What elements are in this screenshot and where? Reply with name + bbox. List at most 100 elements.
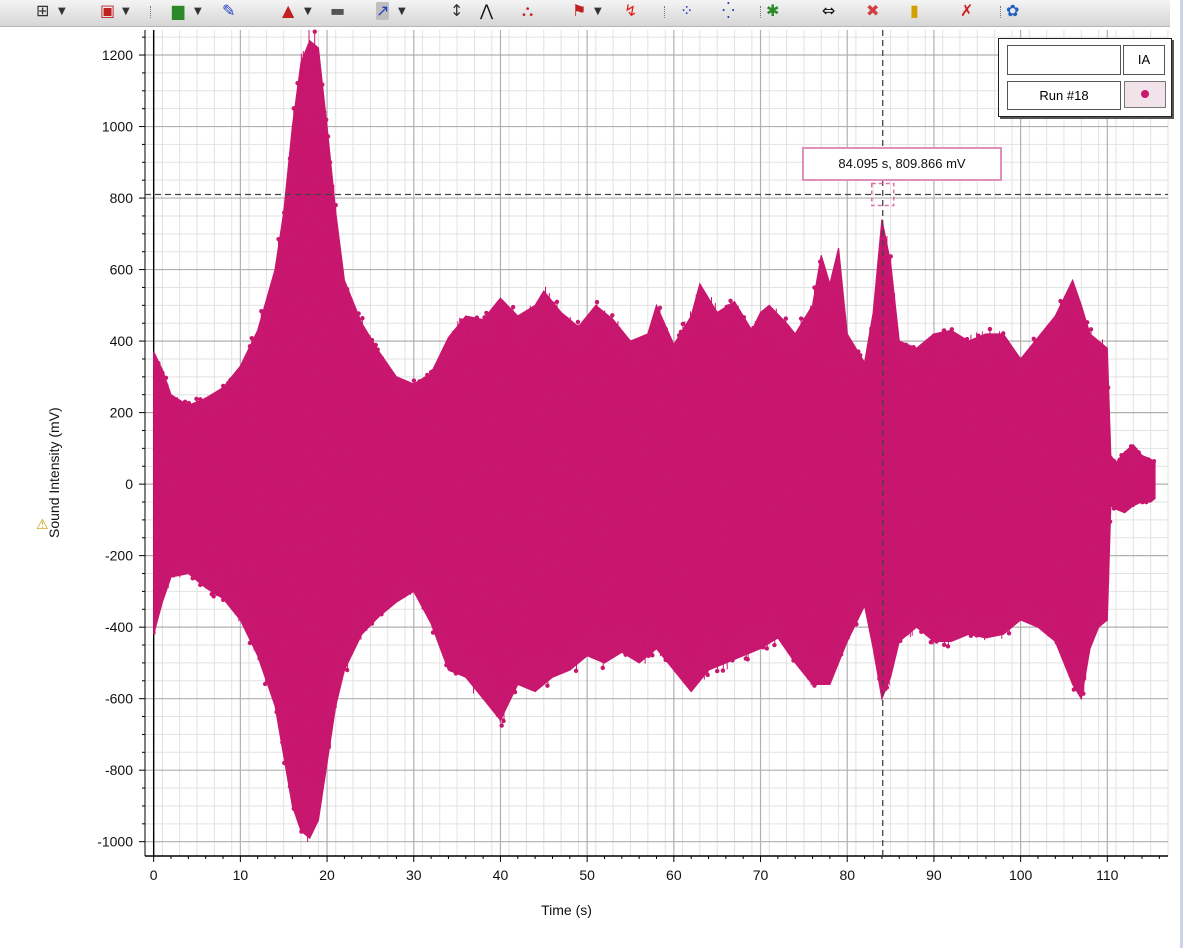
dropdown-arrow-icon[interactable]: ▼: [304, 6, 312, 17]
data-point: [159, 370, 165, 375]
legend[interactable]: IA Run #18: [998, 38, 1172, 117]
data-point: [888, 254, 893, 259]
data-point: [283, 210, 289, 216]
data-point: [344, 667, 350, 673]
delete-icon[interactable]: ✗: [960, 1, 974, 20]
data-point: [537, 301, 543, 306]
data-point: [865, 359, 871, 365]
data-point: [802, 317, 808, 322]
warning-icon[interactable]: ⚠: [36, 517, 49, 533]
data-point: [1098, 361, 1103, 366]
data-point: [760, 645, 766, 650]
dropdown-arrow-icon[interactable]: ▼: [122, 6, 130, 17]
y-tick-label: -800: [105, 762, 133, 778]
toolbar-separator: [760, 6, 761, 18]
x-axis-label: Time (s): [541, 902, 592, 918]
settings-icon[interactable]: ✿: [1006, 1, 1020, 20]
data-point: [684, 669, 689, 675]
data-point: [856, 349, 861, 354]
data-point: [215, 591, 220, 597]
remove-icon[interactable]: ✖: [866, 1, 880, 20]
data-point: [863, 591, 869, 596]
data-point: [207, 580, 213, 585]
data-point: [394, 594, 399, 600]
data-browser-icon[interactable]: ▆: [172, 1, 185, 20]
data-point: [1098, 602, 1103, 607]
data-point: [310, 776, 316, 782]
dropdown-arrow-icon[interactable]: ▼: [594, 6, 602, 17]
graph-display-icon[interactable]: ▣: [100, 1, 116, 20]
prediction-tool-icon[interactable]: ⁘: [680, 1, 694, 20]
data-point: [453, 671, 459, 676]
data-point: [661, 650, 666, 655]
slope-tool-icon[interactable]: ⚑: [572, 1, 587, 20]
data-point: [995, 631, 1000, 636]
series-noise: [154, 29, 1155, 843]
data-point: [983, 337, 989, 342]
data-point: [806, 328, 811, 333]
data-point: [409, 385, 415, 390]
annotation-icon[interactable]: ⁛: [722, 1, 735, 20]
data-point: [406, 384, 411, 389]
data-point: [201, 410, 207, 416]
ruler-icon[interactable]: ▬: [330, 1, 346, 20]
legend-series-swatch[interactable]: [1124, 81, 1166, 108]
data-point: [695, 670, 701, 675]
data-point: [375, 347, 380, 352]
data-point: [467, 675, 472, 680]
data-point: [501, 322, 506, 327]
data-point: [198, 397, 203, 402]
data-point: [1132, 451, 1138, 456]
data-point: [1035, 619, 1040, 624]
data-point: [564, 316, 569, 321]
highlighter-icon[interactable]: ✎: [222, 1, 236, 20]
data-point: [899, 353, 905, 359]
data-point: [215, 404, 220, 409]
data-point: [718, 655, 724, 661]
data-point: [924, 343, 930, 348]
data-point: [678, 329, 684, 334]
data-point: [999, 355, 1004, 360]
data-point: [669, 348, 674, 353]
fit-icon[interactable]: ⇔: [822, 1, 836, 20]
data-point: [703, 303, 708, 308]
data-point: [240, 366, 245, 372]
data-point: [1075, 672, 1080, 677]
dropdown-arrow-icon[interactable]: ▼: [398, 6, 406, 17]
dropdown-arrow-icon[interactable]: ▼: [58, 6, 66, 17]
data-point: [436, 375, 441, 381]
smart-tool-icon[interactable]: ⋀: [480, 1, 494, 20]
scale-tool-icon[interactable]: ▲: [282, 1, 295, 20]
data-point: [741, 315, 747, 320]
data-point: [1065, 308, 1071, 313]
statistics-icon[interactable]: ✱: [766, 1, 780, 20]
data-point: [1081, 691, 1086, 696]
data-point: [869, 343, 874, 348]
data-point: [1123, 454, 1128, 460]
data-point: [510, 304, 516, 310]
data-point: [512, 689, 518, 695]
data-point: [812, 285, 817, 290]
data-point: [180, 408, 186, 414]
table-icon[interactable]: ⊞: [36, 1, 50, 20]
data-point: [289, 176, 295, 182]
data-point: [1016, 608, 1021, 614]
delta-tool-icon[interactable]: ⛬: [522, 1, 534, 20]
data-point: [634, 338, 640, 344]
selection-tool-icon[interactable]: ↕: [450, 1, 464, 20]
data-point: [581, 321, 586, 326]
area-tool-icon[interactable]: ↯: [624, 1, 638, 20]
data-point: [663, 326, 668, 332]
dropdown-arrow-icon[interactable]: ▼: [194, 6, 202, 17]
note-icon[interactable]: ▮: [910, 1, 919, 20]
x-tick-label: 80: [839, 867, 855, 883]
x-tick-label: 90: [926, 867, 942, 883]
data-point: [823, 274, 829, 279]
curve-fit-icon[interactable]: ↗: [376, 1, 390, 20]
data-point: [220, 383, 226, 389]
data-point: [308, 58, 314, 63]
data-point: [928, 640, 934, 645]
data-point: [650, 333, 655, 338]
data-point: [465, 321, 470, 326]
